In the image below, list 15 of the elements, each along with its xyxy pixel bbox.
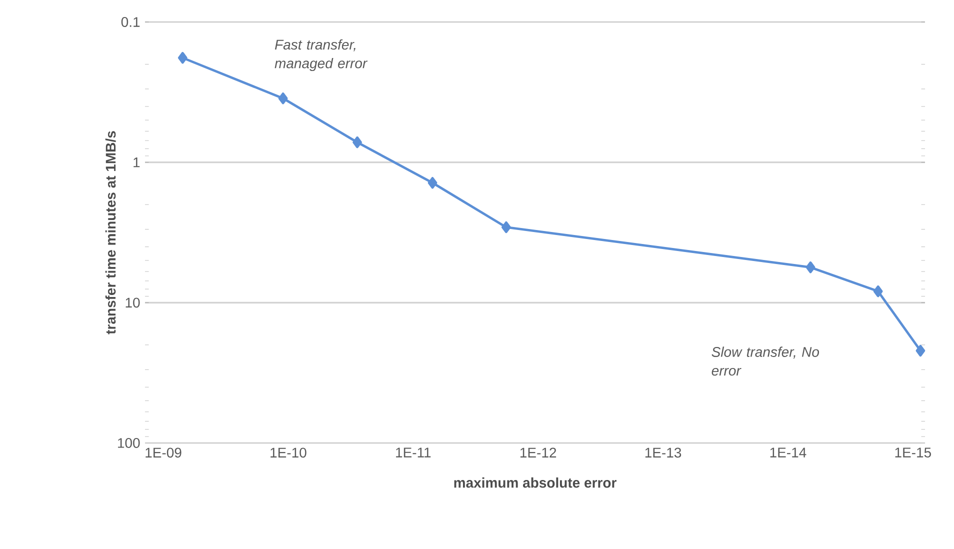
annotation: Slow transfer, No error [712, 346, 820, 376]
y-tick-label: 1 [134, 158, 140, 168]
y-tick-label: 100 [118, 438, 140, 448]
x-tick-label: 1E-14 [770, 448, 806, 458]
x-tick-label: 1E-13 [645, 448, 682, 458]
y-tick-label: 10 [126, 298, 140, 308]
x-tick-label: 1E-12 [520, 448, 556, 458]
annotation: Fast transfer, managed error [274, 39, 368, 72]
x-tick-label: 1E-11 [396, 448, 431, 458]
y-tick-label: 0.1 [121, 17, 140, 27]
x-tick-label: 1E-15 [895, 448, 931, 458]
x-axis-title: maximum absolute error [454, 477, 616, 488]
x-tick-label: 1E-10 [270, 448, 306, 458]
y-axis-title: transfer time minutes at 1MB/s [105, 131, 116, 334]
x-tick-label: 1E-09 [146, 448, 182, 458]
